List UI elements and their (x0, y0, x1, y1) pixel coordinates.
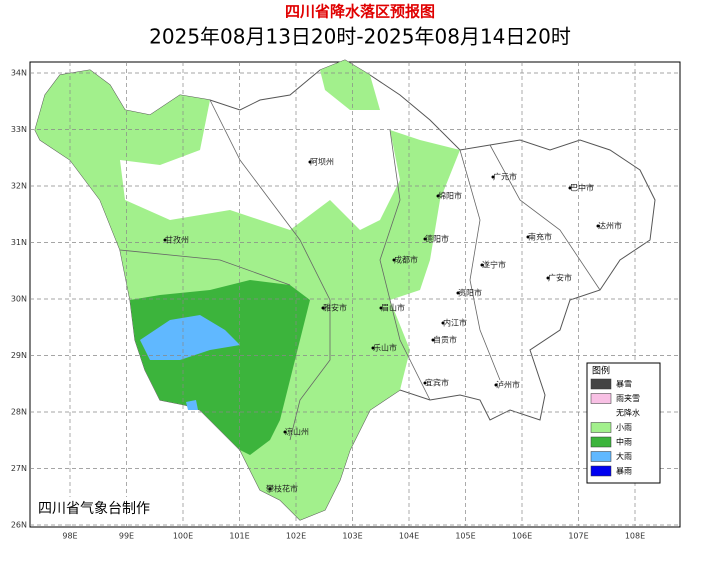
legend-swatch (590, 465, 612, 477)
lat-label: 26N (11, 521, 27, 530)
city-dot (568, 186, 572, 190)
lon-label: 101E (229, 532, 249, 541)
city-label: 广安市 (548, 273, 572, 283)
city-dot (379, 306, 383, 310)
lon-label: 105E (455, 532, 475, 541)
lat-label: 29N (11, 351, 27, 360)
labels: 34N 33N 32N 31N 30N 29N 28N 27N 26N 98E 99E 100E 101… (11, 69, 645, 541)
legend-label: 中雨 (616, 437, 632, 447)
city-dot (491, 175, 495, 179)
legend-title: 图例 (592, 365, 610, 377)
legend-label: 无降水 (616, 408, 640, 418)
legend-swatch (590, 393, 612, 404)
footer: 四川省气象台制作 (38, 501, 150, 517)
city-label: 广元市 (493, 172, 517, 182)
lon-label: 107E (568, 532, 588, 541)
city-label: 遂宁市 (482, 260, 506, 270)
lon-label: 106E (512, 532, 532, 541)
city-dot (441, 321, 445, 325)
city-dot (321, 306, 325, 310)
lat-label: 32N (11, 182, 27, 191)
province-outline (34, 59, 656, 521)
city-label: 雅安市 (323, 303, 347, 313)
lat-label: 33N (11, 125, 27, 134)
legend-label: 雨夹雪 (616, 393, 640, 403)
city-label: 凉山州 (285, 427, 309, 437)
city-dot (436, 194, 440, 198)
city-dot (526, 235, 530, 239)
lon-label: 108E (625, 532, 645, 541)
boundary (459, 149, 501, 381)
lon-label: 98E (62, 532, 77, 541)
city-dot (596, 224, 600, 228)
city-label: 成都市 (394, 255, 418, 265)
light-rain-area (320, 60, 380, 110)
lon-label: 102E (286, 532, 306, 541)
lat-label: 31N (11, 238, 27, 247)
lat-label: 27N (11, 464, 27, 473)
legend-swatch (590, 378, 612, 390)
city-label: 宜宾市 (425, 378, 449, 388)
lon-label: 104E (399, 532, 419, 541)
legend-swatch (591, 408, 611, 418)
legend-label: 小雨 (616, 423, 632, 432)
city-dot (392, 258, 396, 262)
city-label: 南充市 (528, 232, 552, 242)
lat-label: 34N (11, 69, 27, 78)
boundaries (119, 99, 601, 441)
city-label: 巴中市 (570, 183, 594, 193)
legend-label: 暴雨 (616, 467, 632, 476)
city-dot (163, 238, 167, 242)
city-dot (456, 291, 460, 295)
city-dot (431, 338, 435, 342)
boundary (209, 99, 331, 441)
city-label: 德阳市 (425, 234, 449, 244)
heavy-rain-area (140, 315, 240, 360)
lon-label: 100E (173, 532, 193, 541)
city-label: 达州市 (598, 221, 622, 231)
boundary (119, 249, 291, 286)
city-dot (268, 487, 272, 491)
legend-swatch (590, 451, 612, 462)
boundary (379, 129, 431, 401)
city-dot (371, 346, 375, 350)
city-dot (546, 276, 550, 280)
city-label: 阿坝州 (310, 158, 334, 167)
city-label: 攀枝花市 (266, 484, 298, 494)
city-dot (480, 263, 484, 267)
footer-box (34, 497, 176, 521)
city-label: 乐山市 (373, 343, 397, 353)
heavy-rain-area (186, 400, 198, 410)
city-label: 绵阳市 (438, 191, 462, 201)
lat-label: 30N (11, 295, 27, 304)
legend-swatch (590, 436, 612, 448)
city-dot (283, 430, 287, 434)
boundary (489, 144, 601, 291)
city-label: 泸州市 (496, 380, 520, 390)
city-dot (423, 381, 427, 385)
lon-label: 99E (119, 532, 134, 541)
city-label: 甘孜州 (165, 235, 189, 245)
city-label: 眉山市 (381, 303, 405, 313)
city-label: 内江市 (443, 318, 467, 328)
lat-label: 28N (11, 408, 27, 417)
legend-label: 暴雪 (616, 380, 632, 389)
city-label: 资阳市 (458, 288, 482, 298)
legend-label: 大雨 (616, 451, 632, 461)
title: 四川省降水落区预报图 (285, 3, 435, 21)
legend-swatch (590, 422, 612, 433)
lon-label: 103E (342, 532, 362, 541)
city-label: 自贡市 (433, 335, 457, 345)
subtitle: 2025年08月13日20时-2025年08月14日20时 (149, 25, 571, 49)
city-dot (494, 383, 498, 387)
city-dot (308, 160, 312, 164)
city-dot (423, 237, 427, 241)
